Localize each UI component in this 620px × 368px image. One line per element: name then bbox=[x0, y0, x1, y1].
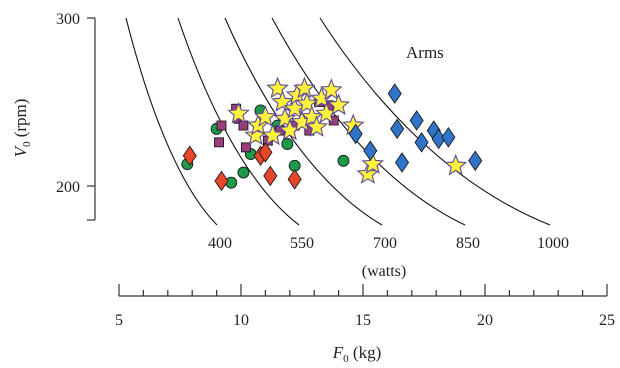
y-axis: 300 200 V0 (rpm) bbox=[11, 11, 96, 221]
circle-marker-0-9 bbox=[337, 154, 350, 167]
star-marker-3-7 bbox=[273, 106, 297, 129]
diamond-marker-4-10 bbox=[468, 150, 483, 172]
diamond-marker-4-4 bbox=[390, 118, 405, 140]
star-marker-3-5 bbox=[266, 76, 289, 99]
star-marker-3-6 bbox=[271, 90, 294, 112]
square-marker-1-1 bbox=[214, 137, 224, 148]
x-tick-label-20: 20 bbox=[477, 312, 493, 329]
diamond-marker-4-0 bbox=[348, 123, 363, 145]
x-tick-label-10: 10 bbox=[233, 312, 249, 329]
x-ticks: 5 10 15 20 25 bbox=[115, 284, 615, 329]
star-marker-3-18 bbox=[319, 78, 343, 100]
y-tick-label-300: 300 bbox=[56, 11, 80, 28]
circle-marker-0-3 bbox=[237, 166, 250, 179]
star-marker-3-0 bbox=[227, 101, 250, 124]
square-marker-1-0 bbox=[216, 120, 227, 131]
square-marker-1-5 bbox=[240, 142, 251, 153]
x-tick-label-5: 5 bbox=[115, 312, 123, 329]
x-axis-label-sub: 0 bbox=[343, 353, 349, 365]
y-tick-label-200: 200 bbox=[56, 179, 80, 196]
power-labels: (watts) 400 550 700 850 1000 bbox=[208, 235, 569, 280]
watts-unit-label: (watts) bbox=[362, 263, 406, 280]
star-marker-3-22 bbox=[361, 152, 385, 174]
square-marker-1-4 bbox=[238, 120, 249, 131]
star-marker-3-14 bbox=[300, 105, 324, 127]
diamond-marker-2-4 bbox=[263, 165, 278, 187]
diamond-marker-2-5 bbox=[287, 168, 302, 190]
circle-marker-0-2 bbox=[225, 176, 238, 189]
star-marker-3-15 bbox=[305, 115, 329, 137]
power-curve-400 bbox=[125, 17, 218, 226]
y-axis-label: V0 (rpm) bbox=[11, 99, 33, 158]
power-label-700: 700 bbox=[373, 235, 397, 252]
x-axis: 5 10 15 20 25 F0 (kg) bbox=[115, 284, 615, 365]
x-tick-label-15: 15 bbox=[355, 312, 371, 329]
x-axis-label-unit: (kg) bbox=[349, 343, 382, 362]
power-label-400: 400 bbox=[208, 235, 232, 252]
circle-marker-0-7 bbox=[281, 138, 294, 150]
diamond-marker-4-1 bbox=[363, 140, 378, 162]
y-axis-label-main: V bbox=[11, 144, 30, 157]
diamond-marker-4-6 bbox=[414, 132, 429, 153]
star-marker-3-13 bbox=[295, 91, 319, 114]
diamond-marker-4-2 bbox=[387, 83, 402, 104]
power-label-850: 850 bbox=[456, 235, 480, 252]
diamond-marker-2-3 bbox=[258, 142, 273, 163]
data-points bbox=[181, 76, 483, 192]
diamond-marker-4-5 bbox=[409, 110, 424, 131]
power-label-550: 550 bbox=[290, 235, 314, 252]
star-marker-3-23 bbox=[444, 153, 468, 176]
y-axis-label-sub: 0 bbox=[21, 141, 33, 147]
star-marker-3-12 bbox=[293, 76, 316, 99]
diamond-marker-2-1 bbox=[214, 170, 229, 192]
star-marker-3-19 bbox=[327, 93, 350, 116]
y-axis-label-unit: (rpm) bbox=[11, 99, 30, 142]
star-marker-3-4 bbox=[261, 123, 285, 146]
x-tick-label-25: 25 bbox=[599, 312, 615, 329]
star-marker-3-3 bbox=[253, 105, 277, 127]
power-label-1000: 1000 bbox=[537, 235, 569, 252]
x-axis-label: F0 (kg) bbox=[332, 343, 381, 365]
power-curve-1000 bbox=[319, 17, 551, 226]
diamond-marker-2-0 bbox=[182, 145, 197, 167]
arms-annotation: Arms bbox=[406, 43, 444, 62]
diamond-marker-4-9 bbox=[441, 126, 456, 148]
diamond-marker-4-3 bbox=[394, 152, 410, 173]
x-axis-label-main: F bbox=[332, 343, 344, 362]
power-curve-550 bbox=[177, 17, 300, 226]
